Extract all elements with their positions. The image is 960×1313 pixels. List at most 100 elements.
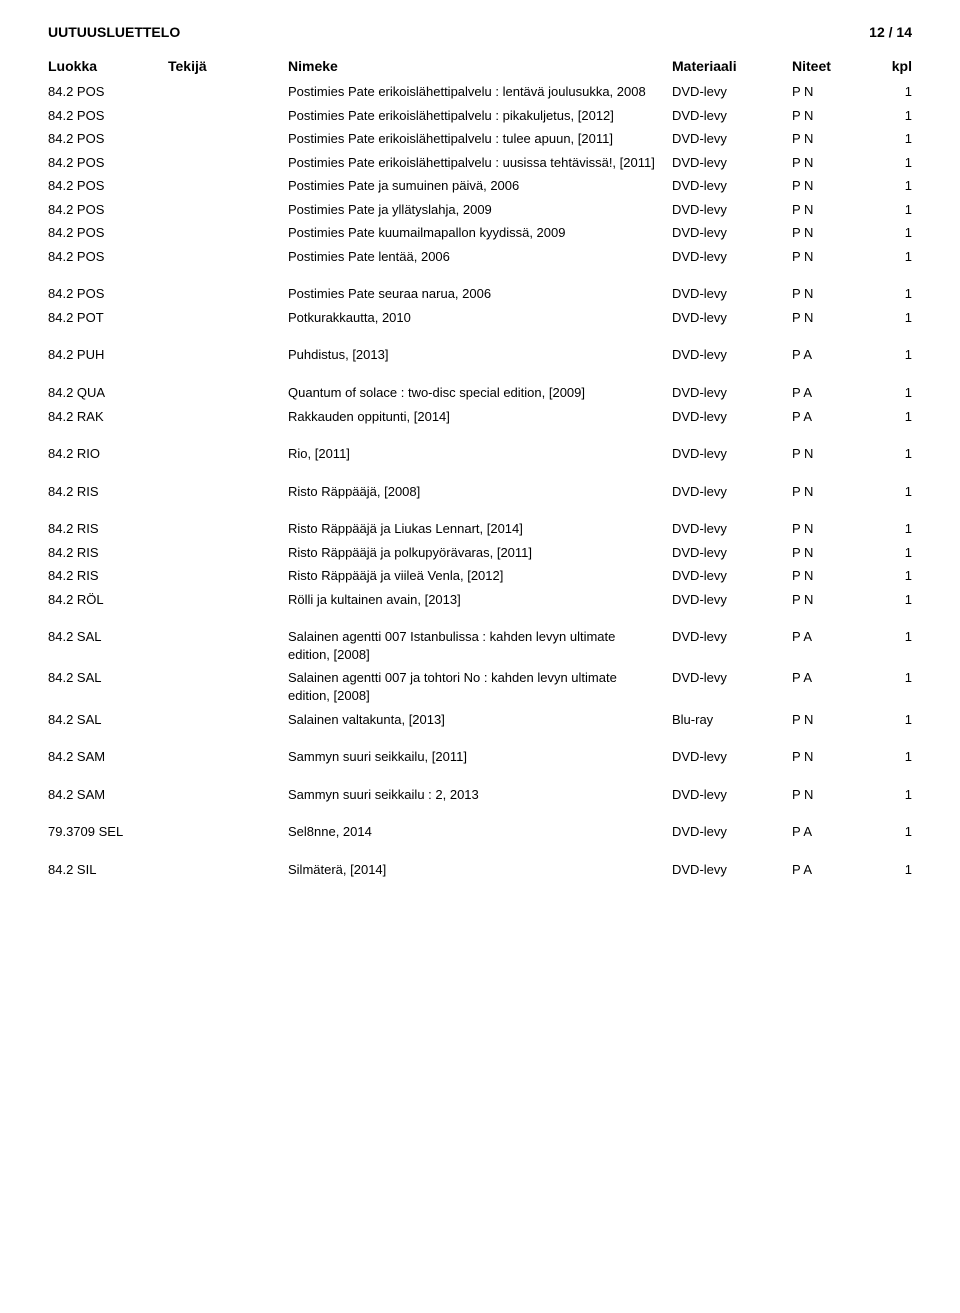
- cell-kpl: 1: [864, 154, 912, 172]
- cell-kpl: 1: [864, 248, 912, 266]
- cell-niteet: P N: [792, 285, 864, 303]
- cell-materiaali: DVD-levy: [672, 786, 792, 804]
- row-gap: [48, 611, 912, 625]
- cell-materiaali: DVD-levy: [672, 285, 792, 303]
- cell-kpl: 1: [864, 628, 912, 646]
- cell-kpl: 1: [864, 861, 912, 879]
- cell-niteet: P A: [792, 408, 864, 426]
- table-row: 84.2 POSPostimies Pate erikoislähettipal…: [48, 151, 912, 175]
- cell-luokka: 84.2 POS: [48, 248, 168, 266]
- cell-materiaali: DVD-levy: [672, 748, 792, 766]
- cell-kpl: 1: [864, 177, 912, 195]
- cell-nimeke: Postimies Pate erikoislähettipalvelu : p…: [288, 107, 672, 125]
- cell-nimeke: Sel8nne, 2014: [288, 823, 672, 841]
- cell-nimeke: Sammyn suuri seikkailu : 2, 2013: [288, 786, 672, 804]
- cell-nimeke: Rölli ja kultainen avain, [2013]: [288, 591, 672, 609]
- cell-nimeke: Risto Räppääjä ja polkupyörävaras, [2011…: [288, 544, 672, 562]
- row-gap: [48, 731, 912, 745]
- row-gap: [48, 329, 912, 343]
- cell-kpl: 1: [864, 130, 912, 148]
- cell-luokka: 84.2 SAM: [48, 786, 168, 804]
- cell-materiaali: DVD-levy: [672, 177, 792, 195]
- cell-niteet: P A: [792, 384, 864, 402]
- cell-kpl: 1: [864, 224, 912, 242]
- cell-luokka: 84.2 SIL: [48, 861, 168, 879]
- table-row: 84.2 RIS Risto Räppääjä ja viileä Venla, …: [48, 564, 912, 588]
- table-row: 84.2 RISRisto Räppääjä ja Liukas Lennart…: [48, 517, 912, 541]
- cell-luokka: 84.2 POS: [48, 154, 168, 172]
- row-gap: [48, 806, 912, 820]
- row-gap: [48, 367, 912, 381]
- col-header-nimeke: Nimeke: [288, 58, 672, 74]
- table-row: 84.2 POSPostimies Pate ja yllätyslahja, …: [48, 198, 912, 222]
- cell-luokka: 84.2 RIS: [48, 544, 168, 562]
- cell-luokka: 84.2 POS: [48, 201, 168, 219]
- col-header-materiaali: Materiaali: [672, 58, 792, 74]
- cell-materiaali: DVD-levy: [672, 591, 792, 609]
- cell-niteet: P N: [792, 544, 864, 562]
- cell-nimeke: Postimies Pate ja sumuinen päivä, 2006: [288, 177, 672, 195]
- cell-luokka: 79.3709 SEL: [48, 823, 168, 841]
- cell-niteet: P A: [792, 346, 864, 364]
- cell-materiaali: DVD-levy: [672, 384, 792, 402]
- table-row: 84.2 RAKRakkauden oppitunti, [2014]DVD-l…: [48, 405, 912, 429]
- cell-luokka: 84.2 POS: [48, 130, 168, 148]
- cell-luokka: 84.2 RIS: [48, 567, 168, 585]
- cell-luokka: 84.2 QUA: [48, 384, 168, 402]
- cell-materiaali: DVD-levy: [672, 445, 792, 463]
- table-row: 84.2 RIS Risto Räppääjä ja polkupyörävara…: [48, 541, 912, 565]
- cell-kpl: 1: [864, 748, 912, 766]
- cell-materiaali: DVD-levy: [672, 107, 792, 125]
- cell-kpl: 1: [864, 408, 912, 426]
- cell-luokka: 84.2 RIO: [48, 445, 168, 463]
- table-row: 84.2 SALSalainen agentti 007 Istanbuliss…: [48, 625, 912, 666]
- cell-nimeke: Potkurakkautta, 2010: [288, 309, 672, 327]
- col-header-tekija: Tekijä: [168, 58, 288, 74]
- cell-materiaali: DVD-levy: [672, 154, 792, 172]
- cell-niteet: P N: [792, 445, 864, 463]
- cell-niteet: P N: [792, 483, 864, 501]
- cell-materiaali: DVD-levy: [672, 567, 792, 585]
- cell-nimeke: Postimies Pate erikoislähettipalvelu : t…: [288, 130, 672, 148]
- cell-kpl: 1: [864, 83, 912, 101]
- cell-kpl: 1: [864, 520, 912, 538]
- column-headers: Luokka Tekijä Nimeke Materiaali Niteet k…: [48, 58, 912, 74]
- cell-niteet: P N: [792, 83, 864, 101]
- row-gap: [48, 769, 912, 783]
- table-row: 84.2 QUAQuantum of solace : two-disc spe…: [48, 381, 912, 405]
- cell-nimeke: Postimies Pate kuumailmapallon kyydissä,…: [288, 224, 672, 242]
- table-row: 84.2 POSPostimies Pate lentää, 2006DVD-l…: [48, 245, 912, 269]
- cell-kpl: 1: [864, 591, 912, 609]
- cell-materiaali: DVD-levy: [672, 669, 792, 687]
- cell-luokka: 84.2 SAL: [48, 711, 168, 729]
- table-row: 79.3709 SELSel8nne, 2014DVD-levyP A1: [48, 820, 912, 844]
- table-row: 84.2 RÖLRölli ja kultainen avain, [2013]…: [48, 588, 912, 612]
- cell-nimeke: Risto Räppääjä ja viileä Venla, [2012]: [288, 567, 672, 585]
- table-row: 84.2 RISRisto Räppääjä, [2008]DVD-levyP …: [48, 480, 912, 504]
- rows-container: 84.2 POS Postimies Pate erikoislähettipal…: [48, 80, 912, 881]
- cell-kpl: 1: [864, 346, 912, 364]
- cell-kpl: 1: [864, 786, 912, 804]
- cell-niteet: P N: [792, 567, 864, 585]
- table-row: 84.2 SALSalainen agentti 007 ja tohtori …: [48, 666, 912, 707]
- page-title: UUTUUSLUETTELO: [48, 24, 180, 40]
- cell-materiaali: DVD-levy: [672, 130, 792, 148]
- table-row: 84.2 POS Postimies Pate ja sumuinen päivä…: [48, 174, 912, 198]
- row-gap: [48, 466, 912, 480]
- page: UUTUUSLUETTELO 12 / 14 Luokka Tekijä Nim…: [0, 0, 960, 921]
- page-indicator: 12 / 14: [869, 24, 912, 40]
- cell-kpl: 1: [864, 544, 912, 562]
- cell-materiaali: DVD-levy: [672, 224, 792, 242]
- cell-luokka: 84.2 POS: [48, 177, 168, 195]
- cell-nimeke: Postimies Pate lentää, 2006: [288, 248, 672, 266]
- cell-niteet: P N: [792, 130, 864, 148]
- cell-luokka: 84.2 POT: [48, 309, 168, 327]
- cell-nimeke: Postimies Pate seuraa narua, 2006: [288, 285, 672, 303]
- cell-kpl: 1: [864, 711, 912, 729]
- cell-materiaali: DVD-levy: [672, 201, 792, 219]
- cell-materiaali: DVD-levy: [672, 346, 792, 364]
- row-gap: [48, 428, 912, 442]
- cell-niteet: P N: [792, 520, 864, 538]
- table-row: 84.2 SALSalainen valtakunta, [2013]Blu-r…: [48, 708, 912, 732]
- cell-nimeke: Risto Räppääjä ja Liukas Lennart, [2014]: [288, 520, 672, 538]
